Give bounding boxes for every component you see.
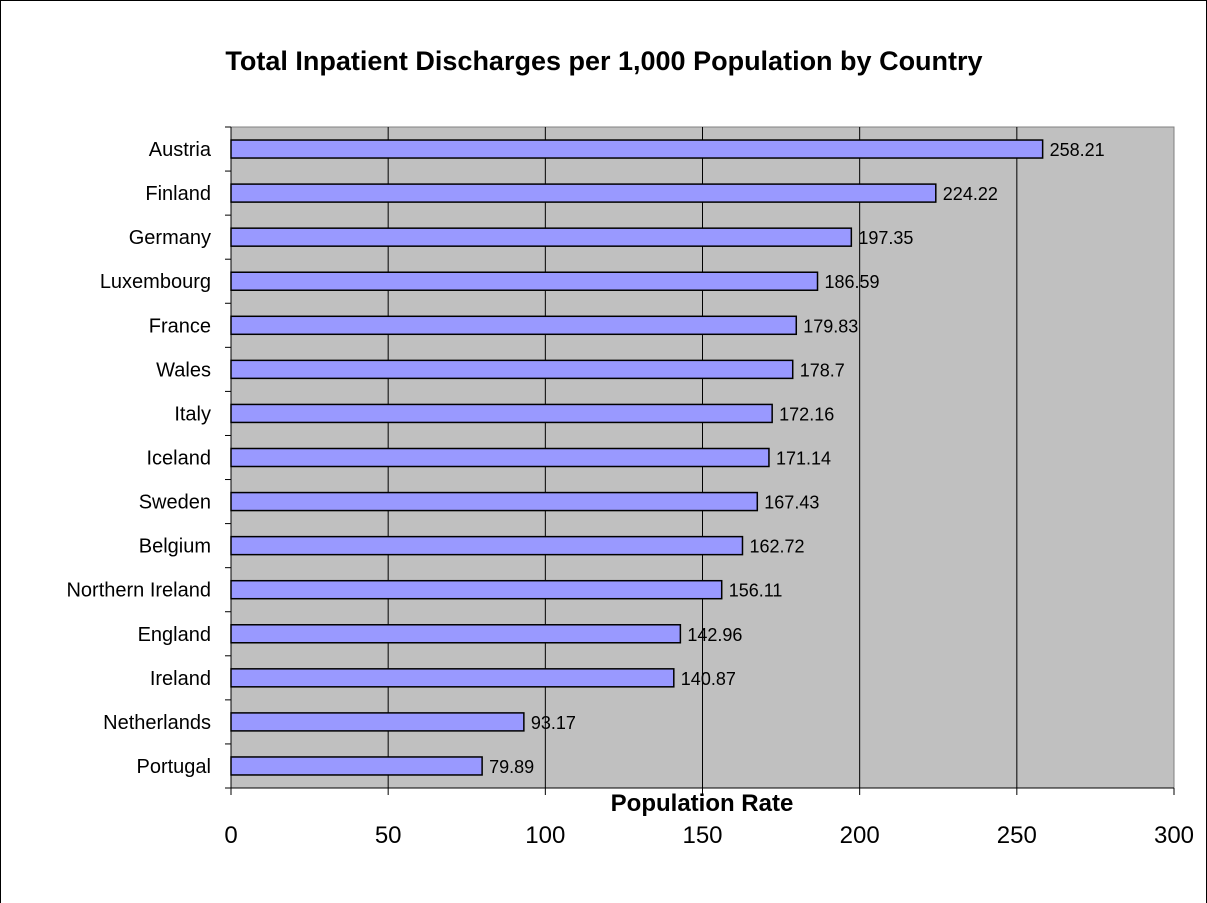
category-label: Austria [149, 139, 212, 161]
bar-northern-ireland [230, 579, 723, 600]
x-tick-label: 50 [375, 822, 402, 849]
category-label: Iceland [147, 448, 212, 470]
data-label: 178.7 [800, 360, 845, 380]
category-label: Portugal [137, 756, 212, 778]
category-label: Belgium [139, 536, 211, 558]
x-tick-label: 200 [840, 822, 880, 849]
data-label: 162.72 [749, 537, 804, 557]
category-label: France [149, 315, 211, 337]
category-label: England [138, 624, 211, 646]
bar-france [230, 315, 798, 336]
x-axis-title: Population Rate [611, 790, 794, 817]
data-label: 93.17 [531, 713, 576, 733]
category-label: Sweden [139, 492, 211, 514]
bar-england [230, 624, 682, 644]
data-label: 140.87 [681, 669, 736, 689]
category-label: Netherlands [103, 712, 211, 734]
bar-ireland [230, 668, 675, 688]
category-label: Germany [129, 227, 211, 249]
data-label: 179.83 [803, 316, 858, 336]
category-label: Ireland [150, 668, 211, 690]
data-label: 167.43 [764, 493, 819, 513]
bar-belgium [230, 535, 744, 556]
chart-title: Total Inpatient Discharges per 1,000 Pop… [225, 46, 982, 76]
bar-austria [230, 139, 1044, 159]
category-label: Wales [156, 359, 211, 381]
data-label: 171.14 [776, 449, 831, 469]
data-label: 172.16 [779, 404, 834, 424]
bar-germany [230, 227, 853, 247]
data-label: 156.11 [729, 581, 783, 601]
bar-wales [230, 359, 794, 380]
bar-netherlands [230, 712, 525, 732]
x-tick-label: 300 [1154, 822, 1194, 849]
category-label: Northern Ireland [66, 580, 211, 602]
bar-finland [230, 183, 937, 203]
data-label: 79.89 [489, 757, 534, 777]
data-label: 258.21 [1050, 140, 1105, 160]
x-tick-label: 150 [682, 822, 722, 849]
category-label: Italy [174, 403, 211, 425]
bar-iceland [230, 447, 770, 468]
plot-area: 0 50 100 150 200 250 300 Austria 258.21 Finland 22… [66, 126, 1194, 849]
data-label: 142.96 [687, 625, 742, 645]
bar-sweden [230, 491, 759, 512]
x-tick-label: 0 [224, 822, 237, 849]
data-label: 186.59 [825, 272, 880, 292]
x-tick-label: 100 [525, 822, 565, 849]
bar-italy [230, 403, 773, 424]
bar-portugal [230, 756, 483, 776]
data-label: 197.35 [858, 228, 913, 248]
bar-luxembourg [230, 271, 819, 291]
data-label: 224.22 [943, 184, 998, 204]
x-tick-label: 250 [997, 822, 1037, 849]
category-label: Finland [145, 183, 211, 205]
category-label: Luxembourg [100, 271, 211, 293]
